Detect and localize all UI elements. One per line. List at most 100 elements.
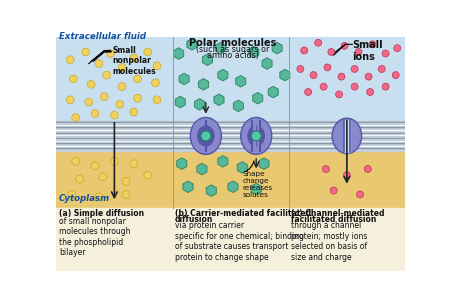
Circle shape [69, 75, 77, 83]
Polygon shape [218, 69, 228, 81]
Circle shape [116, 101, 124, 108]
Circle shape [130, 54, 138, 62]
Polygon shape [272, 42, 282, 54]
Circle shape [152, 79, 159, 87]
Polygon shape [177, 158, 187, 169]
Circle shape [72, 157, 80, 165]
Bar [56, 121, 172, 151]
Circle shape [315, 39, 322, 46]
Circle shape [355, 48, 362, 56]
Circle shape [369, 41, 376, 48]
Circle shape [144, 48, 152, 56]
Bar [172, 151, 289, 207]
Circle shape [251, 131, 261, 141]
Circle shape [68, 191, 76, 198]
Circle shape [351, 66, 358, 72]
Circle shape [297, 66, 304, 72]
Bar [56, 207, 172, 271]
Circle shape [367, 88, 374, 95]
Text: diffusion: diffusion [175, 215, 213, 224]
Polygon shape [236, 75, 246, 87]
Bar [172, 121, 289, 151]
Text: of small nonpolar
molecules through
the phospholipid
bilayer: of small nonpolar molecules through the … [59, 217, 131, 257]
Circle shape [99, 173, 107, 181]
Circle shape [72, 113, 80, 121]
Circle shape [103, 71, 111, 79]
Bar [289, 151, 405, 207]
Circle shape [100, 93, 108, 101]
Circle shape [305, 88, 311, 95]
Circle shape [82, 48, 90, 56]
Circle shape [153, 96, 161, 104]
Polygon shape [202, 54, 212, 66]
Polygon shape [234, 100, 243, 112]
Polygon shape [237, 162, 248, 173]
Circle shape [301, 47, 308, 54]
Circle shape [201, 131, 211, 141]
Circle shape [365, 73, 372, 80]
Circle shape [122, 191, 130, 198]
Circle shape [153, 62, 161, 70]
Polygon shape [187, 38, 197, 50]
Circle shape [338, 73, 345, 80]
Circle shape [66, 96, 74, 104]
Circle shape [392, 72, 399, 79]
Text: (b) Carrier-mediated facilitated: (b) Carrier-mediated facilitated [175, 209, 311, 218]
Text: Shape
change
releases
solutes: Shape change releases solutes [242, 171, 273, 198]
Text: (such as sugars or: (such as sugars or [196, 45, 270, 54]
Polygon shape [216, 42, 225, 54]
Circle shape [356, 191, 364, 198]
Circle shape [394, 45, 401, 52]
Circle shape [87, 81, 95, 88]
Circle shape [351, 83, 358, 90]
Circle shape [76, 175, 83, 183]
Text: amino acids): amino acids) [207, 51, 259, 60]
Text: facilitated diffusion: facilitated diffusion [291, 215, 377, 224]
Text: (c) Channel-mediated: (c) Channel-mediated [291, 209, 385, 218]
Circle shape [95, 60, 103, 67]
Circle shape [310, 72, 317, 79]
Circle shape [382, 83, 389, 90]
Bar [289, 121, 405, 151]
Bar [344, 120, 350, 152]
Circle shape [111, 111, 118, 119]
Circle shape [95, 193, 103, 201]
Ellipse shape [190, 117, 221, 154]
Polygon shape [262, 58, 272, 69]
Text: Cytoplasm: Cytoplasm [58, 194, 110, 203]
Circle shape [328, 48, 335, 56]
Circle shape [130, 160, 138, 167]
Polygon shape [179, 73, 189, 85]
Polygon shape [174, 48, 184, 59]
Circle shape [91, 162, 99, 170]
Bar [172, 37, 289, 121]
Polygon shape [206, 185, 216, 196]
Circle shape [118, 83, 126, 91]
Circle shape [324, 64, 331, 71]
Polygon shape [198, 79, 208, 90]
Text: Polar molecules: Polar molecules [189, 38, 277, 48]
Polygon shape [280, 69, 290, 81]
Polygon shape [228, 181, 238, 192]
Bar [172, 207, 289, 271]
Bar [289, 37, 405, 121]
Ellipse shape [241, 117, 272, 154]
Text: Small
ions: Small ions [352, 41, 383, 62]
Circle shape [323, 166, 329, 173]
Text: (a) Simple diffusion: (a) Simple diffusion [59, 209, 144, 218]
Bar [56, 151, 172, 207]
Circle shape [378, 66, 385, 72]
Polygon shape [197, 163, 207, 175]
Circle shape [91, 110, 99, 117]
Circle shape [134, 94, 141, 102]
Circle shape [343, 172, 351, 179]
Circle shape [382, 50, 389, 57]
Circle shape [66, 56, 74, 63]
Text: via protein carrier
specific for one chemical; binding
of substrate causes trans: via protein carrier specific for one che… [175, 221, 304, 262]
Polygon shape [268, 86, 278, 98]
Polygon shape [183, 181, 193, 192]
Polygon shape [175, 96, 185, 108]
Polygon shape [194, 99, 205, 110]
Polygon shape [251, 183, 261, 195]
Circle shape [320, 83, 327, 90]
